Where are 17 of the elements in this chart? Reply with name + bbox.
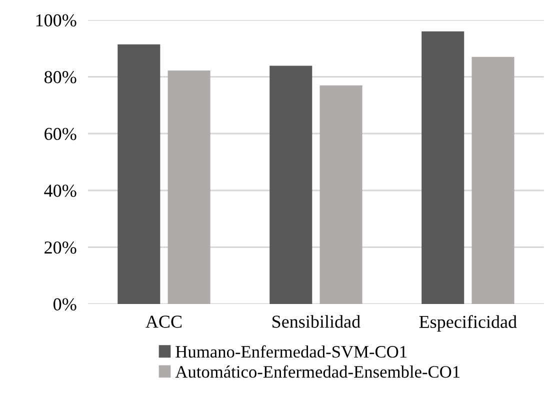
y-tick-label: 80% bbox=[44, 71, 76, 84]
bar bbox=[270, 66, 312, 304]
y-tick-label: 60% bbox=[44, 128, 76, 140]
x-tick-label: Especificidad bbox=[419, 315, 517, 332]
legend-label: Humano-Enfermedad-SVM-CO1 bbox=[176, 345, 407, 358]
bar bbox=[320, 85, 362, 304]
bar bbox=[168, 70, 210, 304]
bar bbox=[472, 56, 514, 304]
y-tick-label: 0% bbox=[54, 298, 76, 310]
legend-label: Automático-Enfermedad-Ensemble-CO1 bbox=[175, 365, 460, 378]
y-tick-label: 20% bbox=[44, 241, 76, 254]
bar bbox=[118, 44, 160, 304]
x-tick-label: ACC bbox=[146, 316, 182, 328]
y-tick-label: 40% bbox=[44, 184, 76, 197]
y-tick-label: 100% bbox=[36, 14, 76, 26]
x-tick-label: Sensibilidad bbox=[272, 315, 360, 328]
bar bbox=[422, 31, 464, 304]
